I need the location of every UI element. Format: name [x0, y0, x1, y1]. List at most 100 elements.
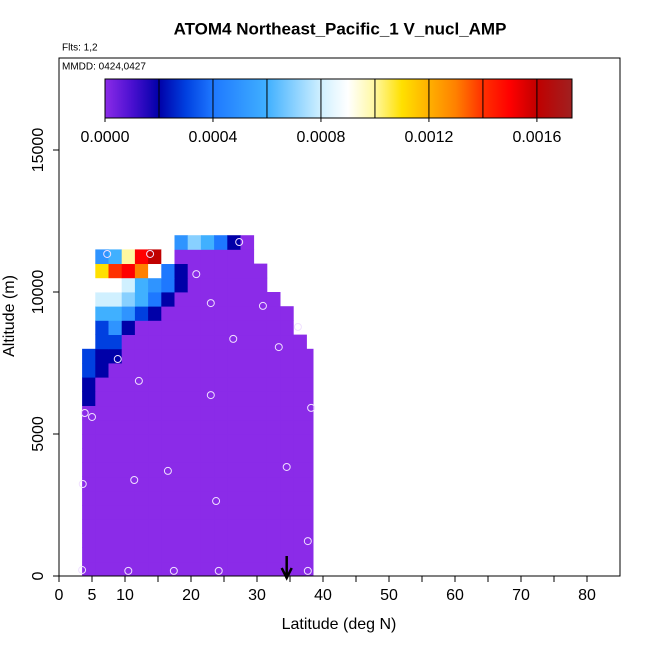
- heatmap-cell: [95, 434, 109, 449]
- heatmap-cell: [214, 561, 228, 577]
- heatmap-cell: [121, 490, 136, 506]
- heatmap-cell: [240, 334, 255, 350]
- heatmap-cell: [266, 405, 281, 421]
- heatmap-cell: [121, 306, 136, 321]
- heatmap-cell: [214, 462, 228, 478]
- heatmap-cell: [161, 519, 175, 534]
- heatmap-cell: [240, 490, 255, 506]
- heatmap-cell: [293, 533, 307, 549]
- heatmap-cell: [266, 476, 281, 492]
- heatmap-cell: [240, 561, 255, 577]
- heatmap-cell: [148, 462, 162, 478]
- heatmap-cell: [121, 434, 136, 449]
- heatmap-cell: [108, 277, 123, 293]
- heatmap-cell: [95, 391, 109, 407]
- heatmap-cell: [121, 448, 136, 463]
- sample-point: [258, 301, 267, 310]
- heatmap-cell: [306, 448, 314, 463]
- heatmap-cell: [95, 306, 109, 321]
- heatmap-cell: [148, 519, 162, 534]
- heatmap-cell: [266, 419, 281, 435]
- heatmap-cell: [174, 561, 189, 577]
- heatmap-cell: [200, 320, 215, 336]
- heatmap-cell: [280, 462, 294, 478]
- heatmap-cell: [200, 235, 215, 250]
- sample-point: [206, 391, 215, 400]
- heatmap-cell: [121, 405, 136, 421]
- heatmap-cell: [214, 434, 228, 449]
- heatmap-cell: [253, 363, 268, 378]
- heatmap-cell: [121, 363, 136, 378]
- heatmap-cell: [253, 405, 268, 421]
- heatmap-cell: [95, 519, 109, 534]
- heatmap-cell: [266, 490, 281, 506]
- heatmap-cell: [121, 348, 136, 364]
- heatmap-cell: [240, 235, 255, 250]
- heatmap-cell: [95, 533, 109, 549]
- heatmap-cell: [108, 434, 123, 449]
- heatmap-cell: [187, 462, 202, 478]
- x-tick-label: 70: [512, 587, 530, 604]
- heatmap-cell: [214, 235, 228, 250]
- heatmap-cell: [174, 277, 189, 293]
- heatmap-cell: [253, 263, 268, 279]
- heatmap-cell: [293, 334, 307, 350]
- heatmap-cell: [148, 334, 162, 350]
- heatmap-cell: [121, 277, 136, 293]
- heatmap-cell: [214, 519, 228, 534]
- sample-point: [282, 462, 291, 471]
- plot-frame: [58, 57, 621, 577]
- heatmap-cell: [214, 348, 228, 364]
- heatmap-cell: [121, 249, 136, 265]
- y-axis-title: Altitude (m): [1, 275, 18, 357]
- heatmap-cell: [174, 490, 189, 506]
- heatmap-cell: [148, 292, 162, 307]
- heatmap-cell: [240, 363, 255, 378]
- heatmap-cell: [200, 377, 215, 392]
- heatmap-cell: [108, 448, 123, 463]
- heatmap-cell: [108, 377, 123, 392]
- heatmap-cell: [95, 476, 109, 492]
- heatmap-cell: [187, 533, 202, 549]
- heatmap-cell: [134, 490, 149, 506]
- heatmap-cell: [253, 334, 268, 350]
- heatmap-cell: [240, 263, 255, 279]
- heatmap-cell: [161, 363, 175, 378]
- heatmap-cell: [227, 462, 241, 478]
- heatmap-cell: [253, 448, 268, 463]
- heatmap-cell: [134, 348, 149, 364]
- heatmap-cell: [227, 363, 241, 378]
- heatmap-cell: [161, 434, 175, 449]
- heatmap-cell: [108, 363, 123, 378]
- heatmap-cell: [187, 519, 202, 534]
- heatmap-cell: [82, 419, 96, 435]
- heatmap-cell: [95, 405, 109, 421]
- heatmap-cell: [200, 462, 215, 478]
- heatmap-cell: [121, 519, 136, 534]
- heatmap-cell: [227, 391, 241, 407]
- heatmap-cell: [214, 363, 228, 378]
- heatmap-cell: [266, 505, 281, 520]
- heatmap-cell: [95, 561, 109, 577]
- heatmap-cell: [240, 547, 255, 563]
- colorbar-tick-label: 0.0016: [512, 129, 561, 146]
- heatmap-cell: [174, 292, 189, 307]
- colorbar-tick-label: 0.0000: [81, 129, 130, 146]
- heatmap-cell: [253, 391, 268, 407]
- sample-point: [274, 343, 283, 352]
- heatmap-cell: [240, 462, 255, 478]
- heatmap-cell: [253, 348, 268, 364]
- sample-point: [169, 566, 178, 575]
- heatmap-cell: [187, 419, 202, 435]
- heatmap-cell: [174, 405, 189, 421]
- heatmap-cell: [266, 306, 281, 321]
- heatmap-cell: [134, 561, 149, 577]
- colorbar: [104, 78, 573, 119]
- heatmap-cell: [108, 391, 123, 407]
- heatmap-cell: [306, 377, 314, 392]
- sample-point: [78, 566, 87, 575]
- heatmap-cell: [253, 419, 268, 435]
- x-tick-label: 20: [182, 587, 200, 604]
- heatmap-cell: [227, 320, 241, 336]
- heatmap-cell: [174, 547, 189, 563]
